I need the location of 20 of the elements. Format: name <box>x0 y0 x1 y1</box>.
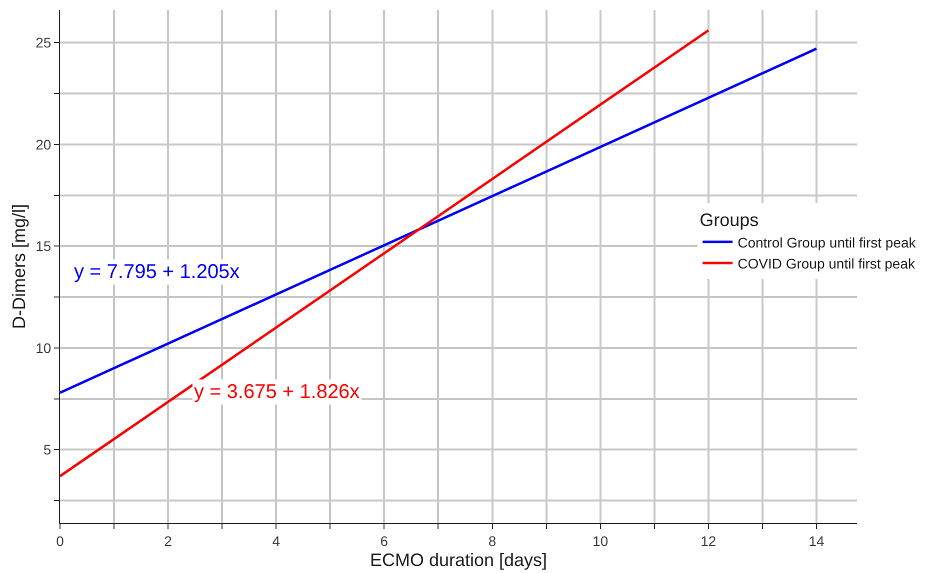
x-tick-label: 2 <box>164 532 172 549</box>
x-tick-label: 8 <box>488 532 496 549</box>
x-axis-title: ECMO duration [days] <box>370 550 548 570</box>
x-tick-label: 4 <box>272 532 280 549</box>
x-tick-label: 10 <box>592 532 608 549</box>
y-tick-label: 25 <box>36 34 52 50</box>
x-tick-label: 14 <box>808 532 824 549</box>
x-tick-label: 0 <box>56 532 64 549</box>
y-tick-label: 5 <box>43 442 52 458</box>
legend-label: COVID Group until first peak <box>738 256 916 272</box>
annotation: y = 7.795 + 1.205x <box>74 261 240 283</box>
y-axis-title: D-Dimers [mg/l] <box>8 204 29 329</box>
annotation: y = 3.675 + 1.826x <box>194 381 360 403</box>
x-tick-label: 6 <box>380 532 388 549</box>
legend-label: Control Group until first peak <box>738 234 917 250</box>
y-tick-label: 10 <box>36 340 52 356</box>
x-tick-label: 12 <box>700 532 716 549</box>
y-tick-label: 15 <box>36 238 52 254</box>
y-tick-label: 20 <box>36 136 52 152</box>
legend-title: Groups <box>700 210 759 230</box>
